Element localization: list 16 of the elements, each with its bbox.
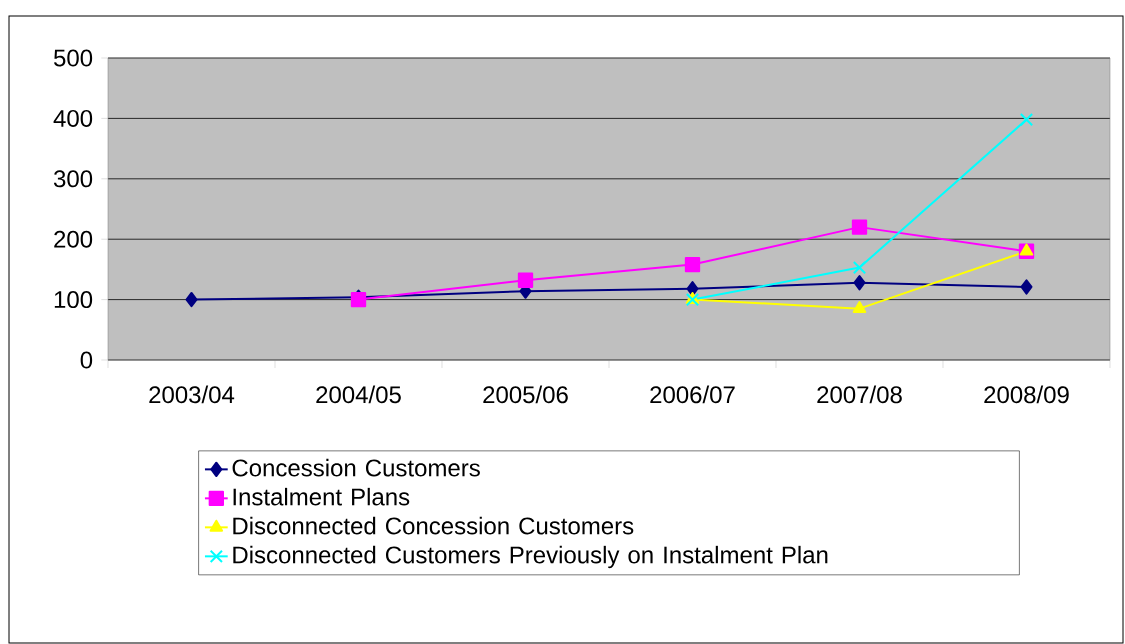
y-tick-label: 100 — [54, 291, 93, 309]
x-tick-label: 2008/09 — [984, 385, 1069, 404]
y-tick-label: 300 — [53, 170, 93, 188]
x-tick-label: 2005/06 — [483, 385, 568, 404]
legend-label: Concession Customers — [232, 458, 480, 477]
x-tick-label: 2003/04 — [149, 385, 235, 404]
y-tick-label: 400 — [53, 109, 93, 127]
y-tick-label: 200 — [54, 230, 93, 248]
y-tick-label: 500 — [53, 49, 93, 67]
x-tick-label: 2007/08 — [817, 385, 902, 404]
x-tick-label: 2006/07 — [650, 385, 735, 404]
legend-label: Instalment Plans — [233, 487, 410, 506]
legend-label: Disconnected Customers Previously on Instalment Plan — [233, 545, 828, 569]
legend-label: Disconnected Concession Customers — [233, 516, 634, 535]
y-tick-label: 0 — [80, 351, 93, 369]
x-tick-label: 2004/05 — [316, 385, 401, 404]
